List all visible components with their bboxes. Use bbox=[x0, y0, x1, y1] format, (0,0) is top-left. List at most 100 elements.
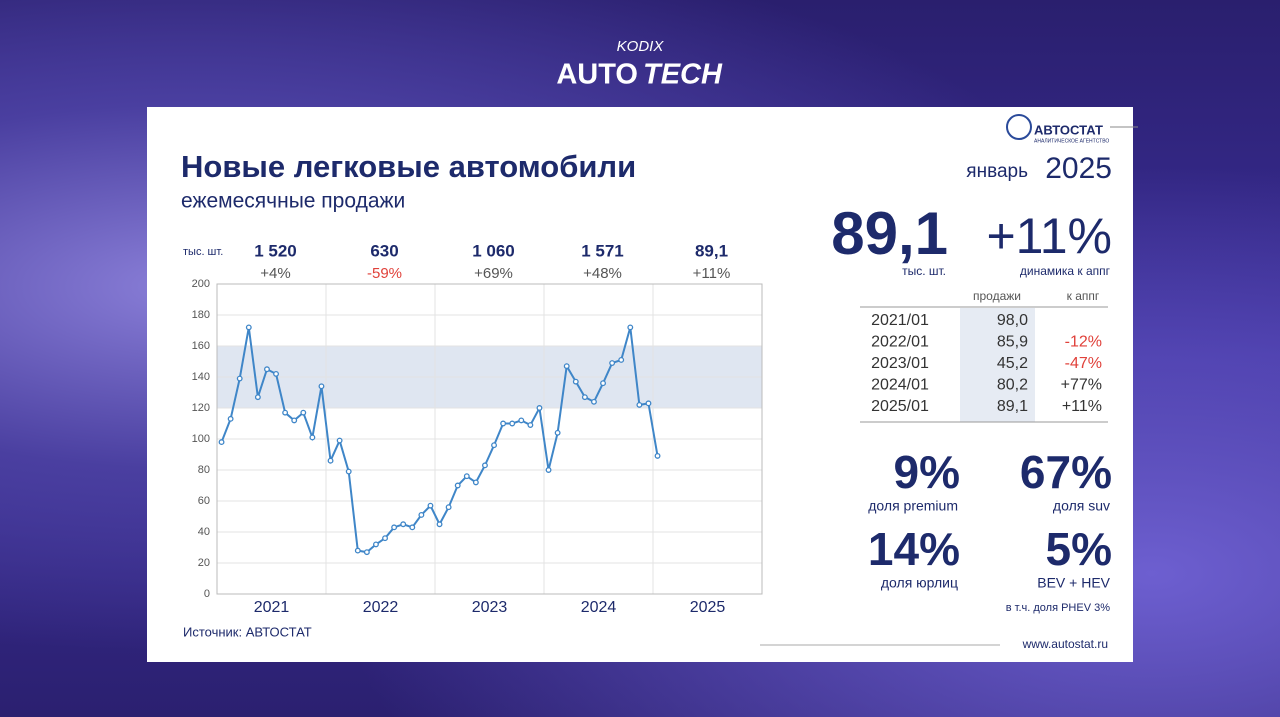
point bbox=[291, 417, 298, 424]
point bbox=[500, 420, 507, 427]
x-tick-label: 2025 bbox=[690, 599, 726, 616]
point bbox=[618, 357, 625, 363]
table-cell: +77% bbox=[1061, 377, 1102, 394]
point bbox=[509, 420, 516, 427]
table-cell: 80,2 bbox=[997, 377, 1028, 394]
point bbox=[645, 400, 652, 407]
chart-title: Новые легковые автомобили bbox=[181, 149, 636, 184]
share-value: 9% bbox=[894, 446, 960, 498]
point bbox=[418, 512, 425, 518]
table-cell: +11% bbox=[1062, 398, 1102, 415]
year-total: 630 bbox=[370, 241, 398, 260]
point bbox=[218, 439, 225, 446]
point bbox=[454, 482, 461, 489]
point bbox=[482, 462, 488, 469]
website: www.autostat.ru bbox=[1022, 637, 1108, 651]
phev-note: в т.ч. доля PHEV 3% bbox=[1006, 602, 1110, 614]
column-header: продажи bbox=[973, 289, 1021, 303]
point bbox=[382, 535, 388, 542]
brand-title: TECH bbox=[643, 59, 723, 91]
point bbox=[591, 398, 597, 405]
point bbox=[654, 452, 661, 459]
year-change: -59% bbox=[367, 265, 402, 282]
y-tick-label: 100 bbox=[192, 433, 210, 445]
table-cell: 98,0 bbox=[997, 312, 1028, 329]
column-header: к аппг bbox=[1067, 289, 1100, 303]
y-tick-label: 40 bbox=[198, 526, 210, 538]
point bbox=[491, 442, 497, 449]
point bbox=[554, 429, 561, 436]
share-label: доля suv bbox=[1053, 498, 1110, 514]
logo-icon bbox=[1006, 114, 1032, 140]
point bbox=[572, 378, 579, 385]
share-value: 67% bbox=[1020, 446, 1112, 498]
point bbox=[245, 324, 252, 331]
point bbox=[518, 417, 525, 424]
y-tick-label: 160 bbox=[192, 340, 210, 352]
year-total: 1 520 bbox=[254, 241, 297, 260]
point bbox=[400, 521, 407, 528]
table-cell: 2023/01 bbox=[871, 355, 929, 372]
x-tick-label: 2021 bbox=[254, 599, 290, 616]
chart-subtitle: ежемесячные продажи bbox=[181, 190, 405, 213]
table-cell: 89,1 bbox=[997, 398, 1028, 415]
point bbox=[527, 422, 534, 428]
point bbox=[627, 324, 634, 331]
point bbox=[391, 524, 398, 531]
point bbox=[581, 394, 588, 401]
y-tick-label: 140 bbox=[192, 371, 210, 383]
y-tick-label: 60 bbox=[198, 495, 210, 507]
year-change: +11% bbox=[693, 265, 731, 282]
point bbox=[264, 366, 270, 373]
table-cell: 85,9 bbox=[997, 334, 1028, 351]
point bbox=[236, 375, 243, 382]
unit-label: тыс. шт. bbox=[183, 246, 223, 258]
logo-tagline: АНАЛИТИЧЕСКОЕ АГЕНТСТВО bbox=[1034, 138, 1109, 144]
table-cell: 2022/01 bbox=[871, 334, 929, 351]
year-change: +4% bbox=[260, 265, 290, 282]
point bbox=[563, 363, 570, 370]
kpi-sales: 89,1 bbox=[831, 200, 948, 267]
brand: KODIX bbox=[617, 38, 665, 55]
point bbox=[345, 468, 352, 475]
kpi-sales-label: тыс. шт. bbox=[902, 264, 946, 278]
kpi-growth: +11% bbox=[986, 208, 1112, 264]
point bbox=[409, 524, 416, 531]
share-label: доля юрлиц bbox=[881, 575, 958, 591]
point bbox=[227, 415, 234, 422]
year-total: 1 060 bbox=[472, 241, 515, 260]
x-tick-label: 2023 bbox=[472, 599, 508, 616]
table-cell: 2024/01 bbox=[871, 377, 929, 394]
point bbox=[445, 504, 452, 511]
table-cell: -47% bbox=[1065, 355, 1102, 372]
y-tick-label: 200 bbox=[192, 278, 210, 290]
point bbox=[354, 547, 361, 554]
point bbox=[309, 434, 316, 441]
share-label: BEV + HEV bbox=[1037, 575, 1110, 591]
brand-title: AUTO bbox=[556, 59, 638, 91]
point bbox=[373, 541, 379, 548]
y-tick-label: 180 bbox=[192, 309, 210, 321]
x-tick-label: 2024 bbox=[581, 599, 617, 616]
point bbox=[472, 479, 479, 486]
point bbox=[363, 549, 370, 556]
table-cell: 2021/01 bbox=[871, 312, 929, 329]
kpi-growth-label: динамика к аппг bbox=[1020, 264, 1111, 278]
point bbox=[600, 380, 606, 387]
year-total: 89,1 bbox=[695, 241, 728, 260]
source: Источник: АВТОСТАТ bbox=[183, 624, 312, 639]
year-change: +69% bbox=[474, 265, 513, 282]
column-shade bbox=[960, 308, 1035, 422]
x-tick-label: 2022 bbox=[363, 599, 399, 616]
point bbox=[318, 383, 325, 390]
point bbox=[436, 521, 443, 528]
table-cell: -12% bbox=[1065, 334, 1102, 351]
y-tick-label: 120 bbox=[192, 402, 210, 414]
plot-frame bbox=[216, 283, 763, 595]
point bbox=[282, 409, 289, 416]
point bbox=[609, 360, 616, 366]
share-value: 5% bbox=[1046, 523, 1112, 575]
point bbox=[327, 457, 334, 464]
y-tick-label: 0 bbox=[204, 588, 210, 600]
point bbox=[545, 467, 552, 473]
